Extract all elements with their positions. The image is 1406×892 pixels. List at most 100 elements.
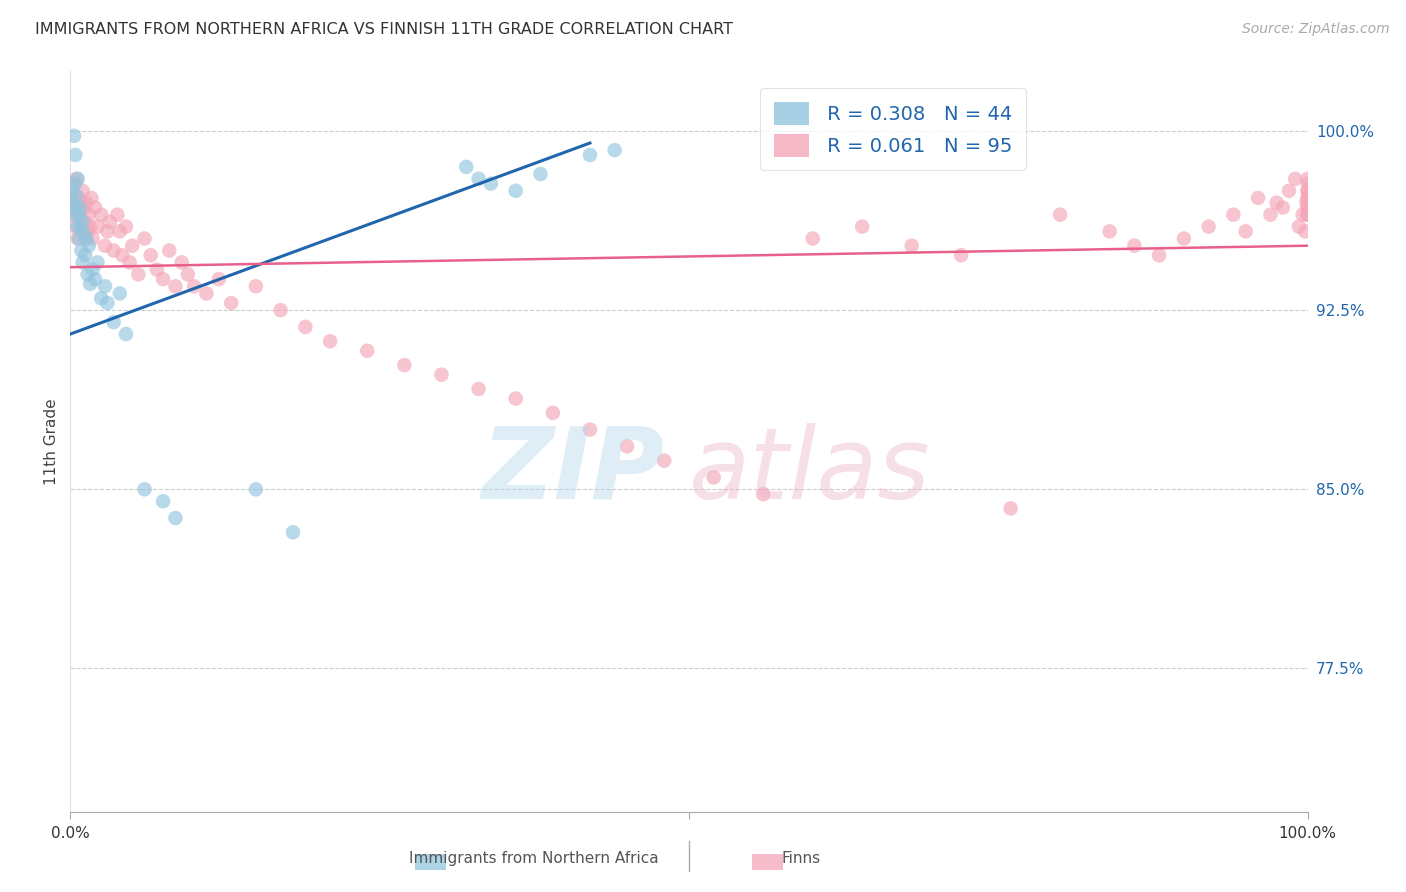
Point bbox=[63, 201, 86, 215]
Point bbox=[66, 231, 89, 245]
Point bbox=[115, 327, 138, 342]
Point bbox=[96, 296, 118, 310]
Point bbox=[950, 248, 973, 262]
Point bbox=[70, 224, 93, 238]
Point bbox=[208, 272, 231, 286]
Point bbox=[65, 177, 87, 191]
Point bbox=[82, 262, 104, 277]
Point bbox=[60, 191, 83, 205]
Point bbox=[94, 279, 117, 293]
Point bbox=[90, 208, 112, 222]
Point bbox=[77, 238, 100, 252]
Point bbox=[134, 231, 156, 245]
Point bbox=[65, 188, 87, 202]
Point bbox=[86, 219, 108, 234]
Text: atlas: atlas bbox=[689, 423, 931, 520]
Point bbox=[90, 291, 112, 305]
Point bbox=[579, 423, 602, 437]
Point bbox=[84, 272, 107, 286]
Point bbox=[270, 303, 292, 318]
Point bbox=[1278, 184, 1301, 198]
Point bbox=[79, 219, 101, 234]
Point bbox=[1296, 191, 1319, 205]
Point bbox=[127, 268, 149, 282]
Point bbox=[70, 244, 93, 258]
Point bbox=[505, 392, 527, 406]
Point bbox=[900, 238, 922, 252]
Point bbox=[67, 208, 90, 222]
Point bbox=[75, 248, 97, 262]
Point bbox=[69, 201, 91, 215]
Point bbox=[1296, 184, 1319, 198]
Point bbox=[1296, 184, 1319, 198]
Point bbox=[84, 201, 107, 215]
Point bbox=[430, 368, 453, 382]
Point bbox=[467, 171, 489, 186]
Point bbox=[1173, 231, 1195, 245]
Point bbox=[76, 224, 98, 238]
Point bbox=[165, 279, 187, 293]
Point bbox=[96, 224, 118, 238]
Point bbox=[134, 483, 156, 497]
Point bbox=[80, 191, 103, 205]
Point bbox=[69, 219, 91, 234]
Point bbox=[1123, 238, 1146, 252]
Point bbox=[60, 184, 83, 198]
Point bbox=[73, 227, 96, 241]
Point bbox=[1296, 171, 1319, 186]
Point bbox=[139, 248, 162, 262]
Point bbox=[1222, 208, 1244, 222]
Point bbox=[170, 255, 193, 269]
Point bbox=[319, 334, 342, 349]
Point bbox=[245, 483, 267, 497]
Point bbox=[115, 219, 138, 234]
Point bbox=[541, 406, 564, 420]
Point bbox=[73, 201, 96, 215]
Point bbox=[529, 167, 551, 181]
Point bbox=[165, 511, 187, 525]
Point bbox=[75, 215, 97, 229]
Point bbox=[108, 286, 131, 301]
Point bbox=[65, 171, 87, 186]
Point bbox=[851, 219, 873, 234]
Point bbox=[77, 208, 100, 222]
Point bbox=[67, 231, 90, 245]
Point bbox=[103, 315, 125, 329]
Point bbox=[72, 215, 94, 229]
Point bbox=[456, 160, 478, 174]
Point bbox=[219, 296, 242, 310]
Point bbox=[79, 277, 101, 291]
Point bbox=[1198, 219, 1220, 234]
Point bbox=[1295, 195, 1317, 210]
Point bbox=[281, 525, 304, 540]
Point bbox=[1296, 177, 1319, 191]
Text: IMMIGRANTS FROM NORTHERN AFRICA VS FINNISH 11TH GRADE CORRELATION CHART: IMMIGRANTS FROM NORTHERN AFRICA VS FINNI… bbox=[35, 22, 733, 37]
Point bbox=[394, 358, 416, 372]
Point bbox=[801, 231, 824, 245]
Point bbox=[86, 255, 108, 269]
Point bbox=[195, 286, 218, 301]
Point bbox=[183, 279, 205, 293]
Point bbox=[1247, 191, 1270, 205]
Point bbox=[98, 215, 121, 229]
Point bbox=[1294, 224, 1316, 238]
Point bbox=[152, 494, 174, 508]
Point bbox=[1288, 219, 1310, 234]
Point bbox=[65, 208, 87, 222]
Point bbox=[65, 201, 87, 215]
Point bbox=[177, 268, 200, 282]
Point bbox=[467, 382, 489, 396]
Text: Immigrants from Northern Africa: Immigrants from Northern Africa bbox=[409, 851, 659, 865]
Point bbox=[62, 195, 84, 210]
Point bbox=[66, 171, 89, 186]
Point bbox=[121, 238, 143, 252]
Point bbox=[75, 231, 97, 245]
Point bbox=[82, 231, 104, 245]
Text: Source: ZipAtlas.com: Source: ZipAtlas.com bbox=[1241, 22, 1389, 37]
Point bbox=[69, 195, 91, 210]
Point bbox=[63, 128, 86, 143]
Point bbox=[152, 272, 174, 286]
Point bbox=[1296, 208, 1319, 222]
Point bbox=[603, 143, 626, 157]
Point bbox=[69, 208, 91, 222]
